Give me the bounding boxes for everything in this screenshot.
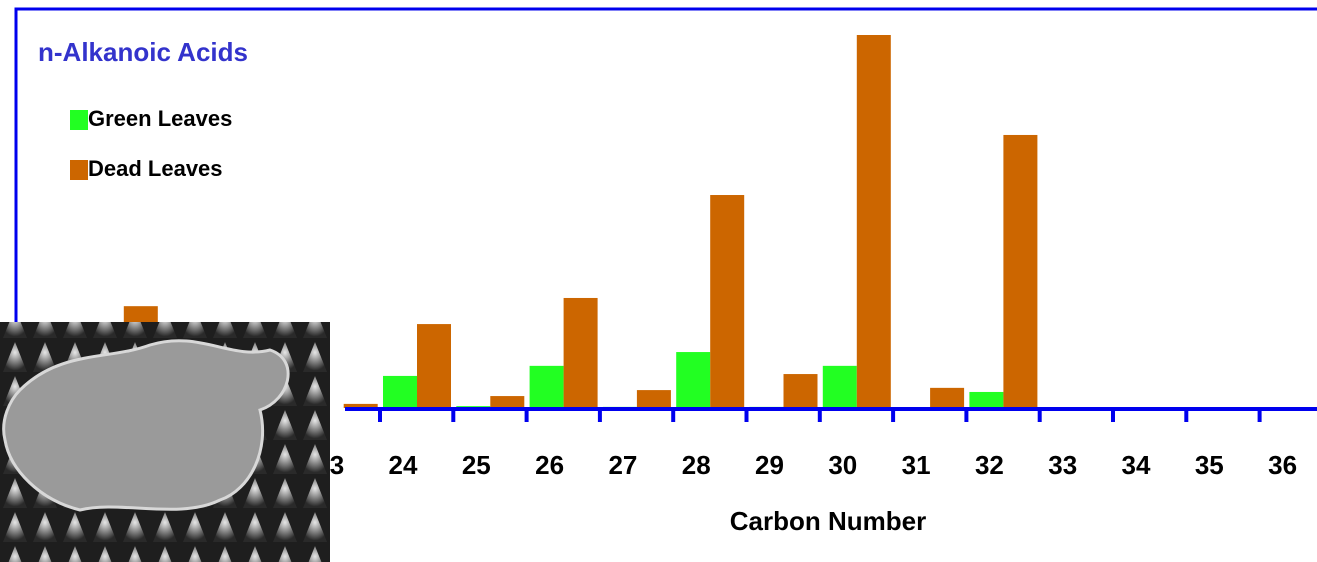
bar bbox=[969, 392, 1003, 408]
x-tick-label: 28 bbox=[682, 450, 711, 480]
bar bbox=[857, 35, 891, 408]
bar bbox=[784, 374, 818, 408]
x-tick-label: 26 bbox=[535, 450, 564, 480]
x-tick-label: 30 bbox=[828, 450, 857, 480]
x-tick-label: 27 bbox=[608, 450, 637, 480]
x-tick-label: 34 bbox=[1122, 450, 1151, 480]
photo bbox=[0, 322, 330, 562]
x-tick-label: 24 bbox=[389, 450, 418, 480]
x-tick-label: 31 bbox=[902, 450, 931, 480]
bar bbox=[676, 352, 710, 408]
bar bbox=[530, 366, 564, 408]
bar bbox=[1003, 135, 1037, 408]
legend-label: Dead Leaves bbox=[88, 156, 223, 181]
legend-swatch bbox=[70, 160, 88, 180]
chart-title: n-Alkanoic Acids bbox=[38, 37, 248, 67]
bar bbox=[823, 366, 857, 408]
x-tick-label: 29 bbox=[755, 450, 784, 480]
legend-swatch bbox=[70, 110, 88, 130]
bar bbox=[383, 376, 417, 408]
bar bbox=[930, 388, 964, 408]
bar bbox=[564, 298, 598, 408]
bar bbox=[710, 195, 744, 408]
bar bbox=[637, 390, 671, 408]
x-tick-label: 33 bbox=[1048, 450, 1077, 480]
legend-label: Green Leaves bbox=[88, 106, 232, 131]
x-axis-label: Carbon Number bbox=[730, 506, 926, 536]
x-tick-label: 25 bbox=[462, 450, 491, 480]
x-tick-label: 35 bbox=[1195, 450, 1224, 480]
x-tick-label: 36 bbox=[1268, 450, 1297, 480]
bar bbox=[490, 396, 524, 408]
x-tick-label: 32 bbox=[975, 450, 1004, 480]
bar bbox=[417, 324, 451, 408]
chart: n-Alkanoic Acids Carbon Number 232425262… bbox=[0, 0, 1317, 562]
